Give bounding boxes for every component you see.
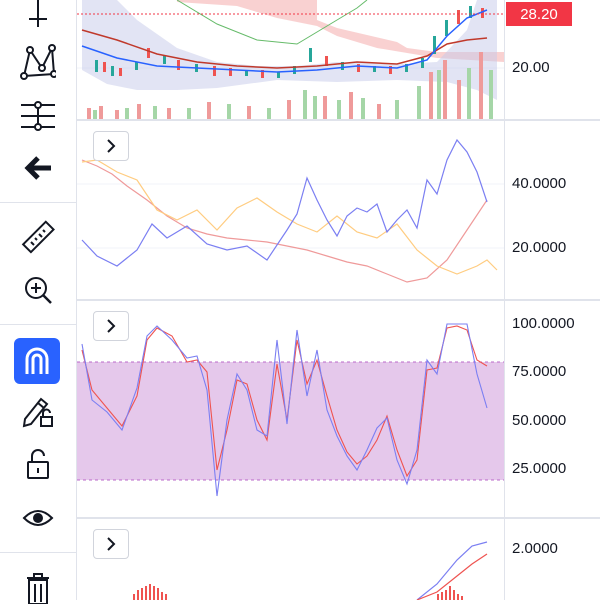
chevron-right-icon <box>107 139 116 153</box>
pane-3-axis-label: 2.0000 <box>512 540 558 557</box>
fibonacci-tool-icon <box>21 101 55 131</box>
zoom-in-icon <box>25 277 52 304</box>
price-axis-border <box>504 0 505 600</box>
pane-1-axis-label: 20.0000 <box>512 239 567 256</box>
lock-drawings-icon <box>22 397 53 428</box>
collapse-pane-1-button[interactable] <box>93 131 129 161</box>
unlock-button[interactable] <box>14 442 62 486</box>
drawing-toolbar <box>0 0 77 604</box>
collapse-pane-3-button[interactable] <box>93 529 129 559</box>
magnet-icon <box>25 347 49 374</box>
oscillator-pane-1[interactable] <box>77 120 504 300</box>
pane-2-axis-label: 50.0000 <box>512 412 567 429</box>
collapse-pane-2-button[interactable] <box>93 311 129 341</box>
chevron-right-icon <box>107 537 116 551</box>
price-pane[interactable] <box>77 0 504 120</box>
current-price-label: 28.20 <box>506 2 572 26</box>
zoom-in-button[interactable] <box>14 268 62 312</box>
cursor-cross-button[interactable] <box>14 0 62 36</box>
pane-separator[interactable] <box>77 299 600 301</box>
pane-2-axis-label: 100.0000 <box>512 315 575 332</box>
pattern-tool-icon <box>20 44 56 80</box>
pane-1-axis-label: 40.0000 <box>512 175 567 192</box>
oscillator-pane-3[interactable] <box>77 520 504 600</box>
pane-2-axis-label: 75.0000 <box>512 363 567 380</box>
fibonacci-tool-button[interactable] <box>14 94 62 138</box>
trash-icon <box>27 573 49 604</box>
cursor-cross-icon <box>29 0 47 27</box>
pattern-tool-button[interactable] <box>14 40 62 84</box>
toolbar-divider <box>0 324 76 325</box>
eye-icon <box>22 510 54 526</box>
toolbar-divider <box>0 202 76 203</box>
back-arrow-icon <box>24 156 51 180</box>
ruler-button[interactable] <box>14 216 62 260</box>
price-axis-label: 20.00 <box>512 59 550 76</box>
chart-area[interactable] <box>77 0 600 600</box>
visibility-button[interactable] <box>14 496 62 540</box>
pane-separator[interactable] <box>77 119 600 121</box>
ruler-icon <box>21 220 55 254</box>
toolbar-divider <box>0 552 76 553</box>
pane-separator[interactable] <box>77 517 600 519</box>
magnet-button[interactable] <box>14 338 60 384</box>
pane-2-axis-label: 25.0000 <box>512 460 567 477</box>
chevron-right-icon <box>107 319 116 333</box>
remove-drawings-button[interactable] <box>14 566 62 610</box>
oscillator-pane-2[interactable] <box>77 300 504 518</box>
back-button[interactable] <box>14 146 62 190</box>
lock-drawings-button[interactable] <box>14 390 62 434</box>
unlock-icon <box>27 449 49 479</box>
